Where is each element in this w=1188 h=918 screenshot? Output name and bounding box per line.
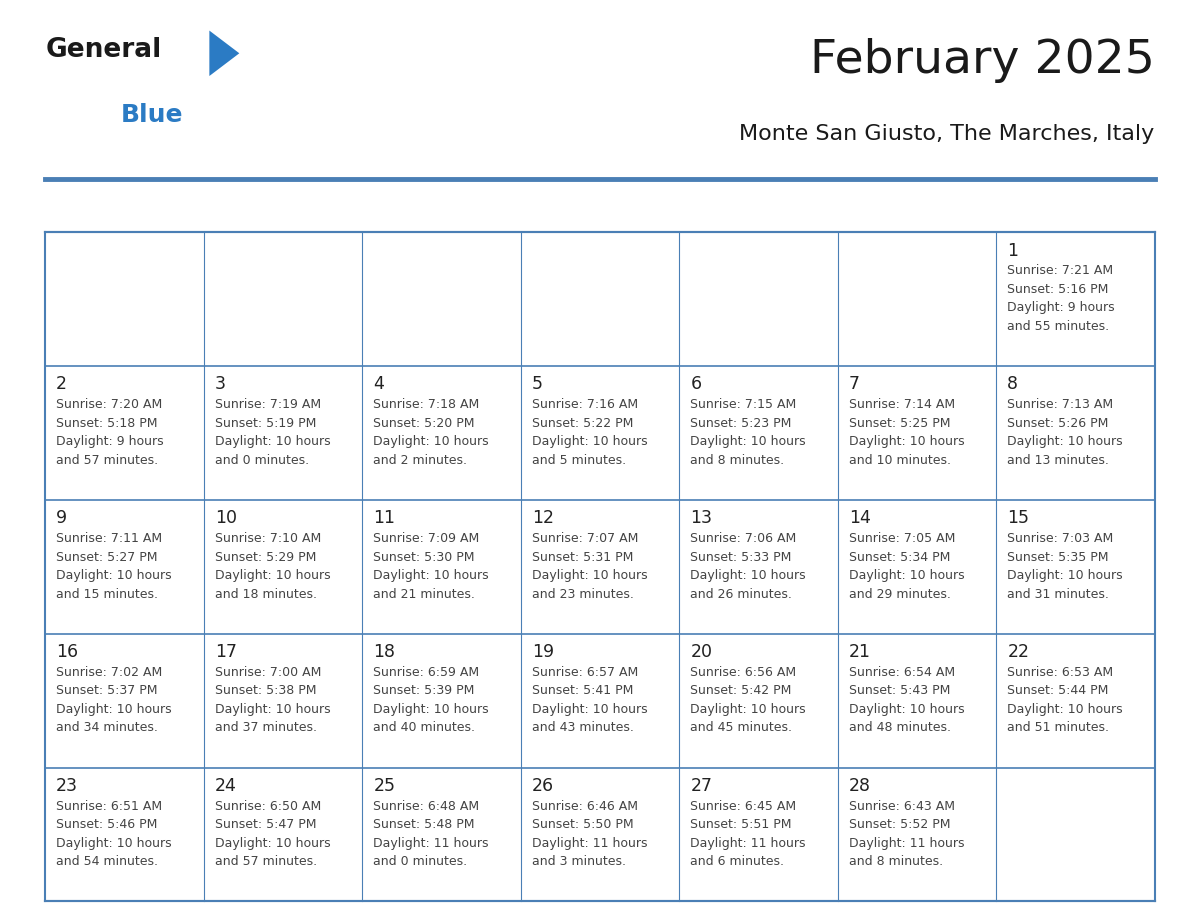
Text: Sunrise: 7:10 AM
Sunset: 5:29 PM
Daylight: 10 hours
and 18 minutes.: Sunrise: 7:10 AM Sunset: 5:29 PM Dayligh… — [215, 532, 330, 600]
Text: Sunrise: 7:20 AM
Sunset: 5:18 PM
Daylight: 9 hours
and 57 minutes.: Sunrise: 7:20 AM Sunset: 5:18 PM Dayligh… — [56, 398, 164, 466]
Text: Sunrise: 6:50 AM
Sunset: 5:47 PM
Daylight: 10 hours
and 57 minutes.: Sunrise: 6:50 AM Sunset: 5:47 PM Dayligh… — [215, 800, 330, 868]
Text: 20: 20 — [690, 644, 713, 661]
Text: Sunrise: 7:02 AM
Sunset: 5:37 PM
Daylight: 10 hours
and 34 minutes.: Sunrise: 7:02 AM Sunset: 5:37 PM Dayligh… — [56, 666, 172, 734]
Text: 11: 11 — [373, 509, 396, 527]
Text: Sunrise: 6:54 AM
Sunset: 5:43 PM
Daylight: 10 hours
and 48 minutes.: Sunrise: 6:54 AM Sunset: 5:43 PM Dayligh… — [848, 666, 965, 734]
Text: 16: 16 — [56, 644, 78, 661]
Text: 27: 27 — [690, 777, 713, 795]
Text: Sunrise: 6:53 AM
Sunset: 5:44 PM
Daylight: 10 hours
and 51 minutes.: Sunrise: 6:53 AM Sunset: 5:44 PM Dayligh… — [1007, 666, 1123, 734]
Text: Friday: Friday — [852, 196, 912, 215]
Text: Blue: Blue — [121, 104, 183, 128]
Text: Sunrise: 7:07 AM
Sunset: 5:31 PM
Daylight: 10 hours
and 23 minutes.: Sunrise: 7:07 AM Sunset: 5:31 PM Dayligh… — [532, 532, 647, 600]
Text: 9: 9 — [56, 509, 68, 527]
Text: Sunrise: 7:14 AM
Sunset: 5:25 PM
Daylight: 10 hours
and 10 minutes.: Sunrise: 7:14 AM Sunset: 5:25 PM Dayligh… — [848, 398, 965, 466]
Text: Monday: Monday — [217, 196, 295, 215]
Text: Sunrise: 7:11 AM
Sunset: 5:27 PM
Daylight: 10 hours
and 15 minutes.: Sunrise: 7:11 AM Sunset: 5:27 PM Dayligh… — [56, 532, 172, 600]
Text: 4: 4 — [373, 375, 384, 394]
Text: 8: 8 — [1007, 375, 1018, 394]
Text: Sunrise: 6:46 AM
Sunset: 5:50 PM
Daylight: 11 hours
and 3 minutes.: Sunrise: 6:46 AM Sunset: 5:50 PM Dayligh… — [532, 800, 647, 868]
Text: Wednesday: Wednesday — [535, 196, 647, 215]
Text: 3: 3 — [215, 375, 226, 394]
Text: 10: 10 — [215, 509, 236, 527]
Text: 15: 15 — [1007, 509, 1029, 527]
Text: Sunrise: 7:05 AM
Sunset: 5:34 PM
Daylight: 10 hours
and 29 minutes.: Sunrise: 7:05 AM Sunset: 5:34 PM Dayligh… — [848, 532, 965, 600]
Text: Sunrise: 7:18 AM
Sunset: 5:20 PM
Daylight: 10 hours
and 2 minutes.: Sunrise: 7:18 AM Sunset: 5:20 PM Dayligh… — [373, 398, 489, 466]
Text: Sunrise: 7:15 AM
Sunset: 5:23 PM
Daylight: 10 hours
and 8 minutes.: Sunrise: 7:15 AM Sunset: 5:23 PM Dayligh… — [690, 398, 805, 466]
Text: Saturday: Saturday — [1011, 196, 1099, 215]
Text: Sunrise: 6:56 AM
Sunset: 5:42 PM
Daylight: 10 hours
and 45 minutes.: Sunrise: 6:56 AM Sunset: 5:42 PM Dayligh… — [690, 666, 805, 734]
Text: 2: 2 — [56, 375, 68, 394]
Text: 12: 12 — [532, 509, 554, 527]
Text: 17: 17 — [215, 644, 236, 661]
Text: 18: 18 — [373, 644, 396, 661]
Text: Tuesday: Tuesday — [377, 196, 456, 215]
Text: Sunrise: 7:03 AM
Sunset: 5:35 PM
Daylight: 10 hours
and 31 minutes.: Sunrise: 7:03 AM Sunset: 5:35 PM Dayligh… — [1007, 532, 1123, 600]
Text: Sunrise: 6:51 AM
Sunset: 5:46 PM
Daylight: 10 hours
and 54 minutes.: Sunrise: 6:51 AM Sunset: 5:46 PM Dayligh… — [56, 800, 172, 868]
Text: 1: 1 — [1007, 241, 1018, 260]
Text: Sunrise: 7:19 AM
Sunset: 5:19 PM
Daylight: 10 hours
and 0 minutes.: Sunrise: 7:19 AM Sunset: 5:19 PM Dayligh… — [215, 398, 330, 466]
Text: Sunrise: 6:48 AM
Sunset: 5:48 PM
Daylight: 11 hours
and 0 minutes.: Sunrise: 6:48 AM Sunset: 5:48 PM Dayligh… — [373, 800, 488, 868]
Text: Sunrise: 6:43 AM
Sunset: 5:52 PM
Daylight: 11 hours
and 8 minutes.: Sunrise: 6:43 AM Sunset: 5:52 PM Dayligh… — [848, 800, 965, 868]
Text: Sunrise: 7:00 AM
Sunset: 5:38 PM
Daylight: 10 hours
and 37 minutes.: Sunrise: 7:00 AM Sunset: 5:38 PM Dayligh… — [215, 666, 330, 734]
Text: Sunrise: 6:45 AM
Sunset: 5:51 PM
Daylight: 11 hours
and 6 minutes.: Sunrise: 6:45 AM Sunset: 5:51 PM Dayligh… — [690, 800, 805, 868]
Text: 5: 5 — [532, 375, 543, 394]
Text: 26: 26 — [532, 777, 554, 795]
Text: 24: 24 — [215, 777, 236, 795]
Text: Sunday: Sunday — [59, 196, 132, 215]
Text: 21: 21 — [848, 644, 871, 661]
Text: February 2025: February 2025 — [810, 39, 1155, 84]
Text: Sunrise: 7:16 AM
Sunset: 5:22 PM
Daylight: 10 hours
and 5 minutes.: Sunrise: 7:16 AM Sunset: 5:22 PM Dayligh… — [532, 398, 647, 466]
Text: 6: 6 — [690, 375, 701, 394]
Text: 19: 19 — [532, 644, 554, 661]
Text: 25: 25 — [373, 777, 396, 795]
Text: 7: 7 — [848, 375, 860, 394]
Text: Monte San Giusto, The Marches, Italy: Monte San Giusto, The Marches, Italy — [739, 124, 1155, 143]
Text: 28: 28 — [848, 777, 871, 795]
Polygon shape — [209, 30, 239, 76]
Text: Sunrise: 6:57 AM
Sunset: 5:41 PM
Daylight: 10 hours
and 43 minutes.: Sunrise: 6:57 AM Sunset: 5:41 PM Dayligh… — [532, 666, 647, 734]
Text: 14: 14 — [848, 509, 871, 527]
Text: General: General — [45, 38, 162, 63]
Text: Sunrise: 7:13 AM
Sunset: 5:26 PM
Daylight: 10 hours
and 13 minutes.: Sunrise: 7:13 AM Sunset: 5:26 PM Dayligh… — [1007, 398, 1123, 466]
Text: Sunrise: 6:59 AM
Sunset: 5:39 PM
Daylight: 10 hours
and 40 minutes.: Sunrise: 6:59 AM Sunset: 5:39 PM Dayligh… — [373, 666, 489, 734]
Text: Sunrise: 7:21 AM
Sunset: 5:16 PM
Daylight: 9 hours
and 55 minutes.: Sunrise: 7:21 AM Sunset: 5:16 PM Dayligh… — [1007, 264, 1116, 333]
Text: Sunrise: 7:09 AM
Sunset: 5:30 PM
Daylight: 10 hours
and 21 minutes.: Sunrise: 7:09 AM Sunset: 5:30 PM Dayligh… — [373, 532, 489, 600]
Text: 23: 23 — [56, 777, 78, 795]
Text: Thursday: Thursday — [694, 196, 784, 215]
Text: Sunrise: 7:06 AM
Sunset: 5:33 PM
Daylight: 10 hours
and 26 minutes.: Sunrise: 7:06 AM Sunset: 5:33 PM Dayligh… — [690, 532, 805, 600]
Text: 22: 22 — [1007, 644, 1029, 661]
Text: 13: 13 — [690, 509, 713, 527]
